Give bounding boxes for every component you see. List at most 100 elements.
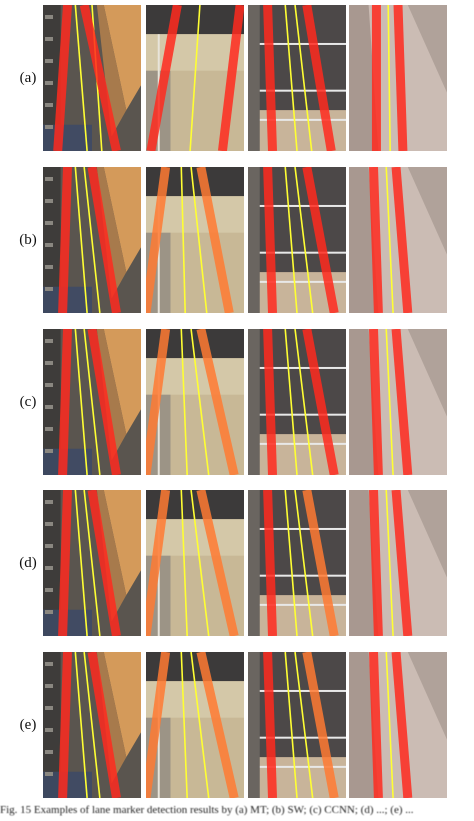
result-image-panel	[43, 490, 141, 636]
road-scene-image	[43, 652, 141, 798]
lane-marker-band	[87, 329, 121, 475]
detected-lane-line	[387, 5, 391, 151]
result-image-panel	[248, 5, 346, 151]
lane-marker-band	[391, 329, 413, 475]
detected-lane-line	[284, 490, 298, 636]
lane-marker-band	[391, 652, 413, 798]
lane-marker-band	[87, 490, 121, 636]
detected-lane-line	[180, 329, 188, 475]
row-label: (c)	[19, 394, 37, 410]
road-scene-image	[349, 167, 447, 313]
lane-marker-band	[146, 329, 171, 475]
result-image-panel	[43, 652, 141, 798]
detected-lane-line	[83, 490, 101, 636]
lane-marker-band	[369, 490, 383, 636]
lane-marker-band	[58, 652, 72, 798]
detected-lane-line	[385, 329, 394, 475]
road-scene-image	[349, 5, 447, 151]
lane-marker-band	[196, 652, 239, 798]
lane-marker-band	[217, 5, 244, 151]
road-scene-image	[146, 490, 244, 636]
detected-lane-line	[294, 5, 313, 151]
lane-marker-band	[263, 329, 277, 475]
lane-marker-band	[87, 167, 121, 313]
lane-marker-band	[263, 652, 277, 798]
lane-marker-band	[146, 490, 171, 636]
detected-lane-line	[189, 5, 201, 151]
result-image-panel	[248, 652, 346, 798]
lane-marker-band	[196, 490, 239, 636]
road-scene-image	[43, 329, 141, 475]
detected-lane-line	[180, 490, 188, 636]
result-image-panel	[43, 5, 141, 151]
detected-lane-line	[284, 329, 298, 475]
result-image-panel	[349, 490, 447, 636]
detected-lane-line	[284, 5, 298, 151]
detected-lane-line	[74, 167, 88, 313]
result-image-panel	[349, 652, 447, 798]
row-label: (d)	[19, 555, 37, 571]
result-image-panel	[248, 167, 346, 313]
detected-lane-line	[83, 652, 101, 798]
lane-marker-band	[58, 490, 72, 636]
lane-marker-band	[302, 329, 339, 475]
lane-marker-band	[391, 490, 413, 636]
lane-marker-band	[146, 652, 171, 798]
detected-lane-line	[83, 167, 101, 313]
lane-marker-band	[393, 5, 408, 151]
detected-lane-line	[74, 490, 88, 636]
result-image-panel	[248, 490, 346, 636]
lane-marker-band	[79, 5, 121, 151]
road-scene-image	[43, 167, 141, 313]
detected-lane-line	[74, 5, 88, 151]
lane-marker-band	[369, 329, 383, 475]
detected-lane-line	[284, 652, 298, 798]
result-image-panel	[43, 167, 141, 313]
lane-marker-band	[302, 167, 339, 313]
detected-lane-line	[385, 167, 394, 313]
road-scene-image	[349, 490, 447, 636]
row-label: (b)	[19, 232, 37, 248]
detected-lane-line	[83, 329, 101, 475]
lane-marker-band	[263, 490, 277, 636]
result-image-panel	[349, 167, 447, 313]
result-image-panel	[146, 5, 244, 151]
lane-marker-band	[302, 490, 339, 636]
detected-lane-line	[294, 329, 314, 475]
lane-marker-band	[369, 652, 383, 798]
road-scene-image	[146, 652, 244, 798]
lane-marker-band	[196, 167, 234, 313]
lane-marker-band	[263, 5, 277, 151]
detected-lane-line	[294, 167, 314, 313]
lane-marker-band	[58, 329, 72, 475]
detected-lane-line	[190, 652, 210, 798]
detected-lane-line	[294, 652, 314, 798]
lane-marker-band	[146, 5, 182, 151]
lane-marker-band	[196, 329, 239, 475]
detected-lane-line	[294, 490, 314, 636]
detected-lane-line	[74, 652, 88, 798]
detected-lane-line	[74, 329, 88, 475]
road-scene-image	[43, 5, 141, 151]
lane-marker-band	[302, 5, 336, 151]
lane-marker-band	[263, 167, 277, 313]
detected-lane-line	[180, 167, 186, 313]
row-label: (e)	[19, 717, 37, 733]
detected-lane-line	[385, 652, 394, 798]
result-image-panel	[146, 329, 244, 475]
result-image-panel	[349, 5, 447, 151]
road-scene-image	[248, 490, 346, 636]
detected-lane-line	[190, 490, 210, 636]
result-image-panel	[146, 490, 244, 636]
road-scene-image	[43, 490, 141, 636]
lane-marker-band	[302, 652, 339, 798]
detected-lane-line	[190, 167, 208, 313]
result-image-panel	[349, 329, 447, 475]
result-image-panel	[146, 652, 244, 798]
road-scene-image	[248, 5, 346, 151]
road-scene-image	[349, 652, 447, 798]
road-scene-image	[146, 167, 244, 313]
road-scene-image	[248, 652, 346, 798]
road-scene-image	[146, 5, 244, 151]
lane-marker-band	[391, 167, 413, 313]
